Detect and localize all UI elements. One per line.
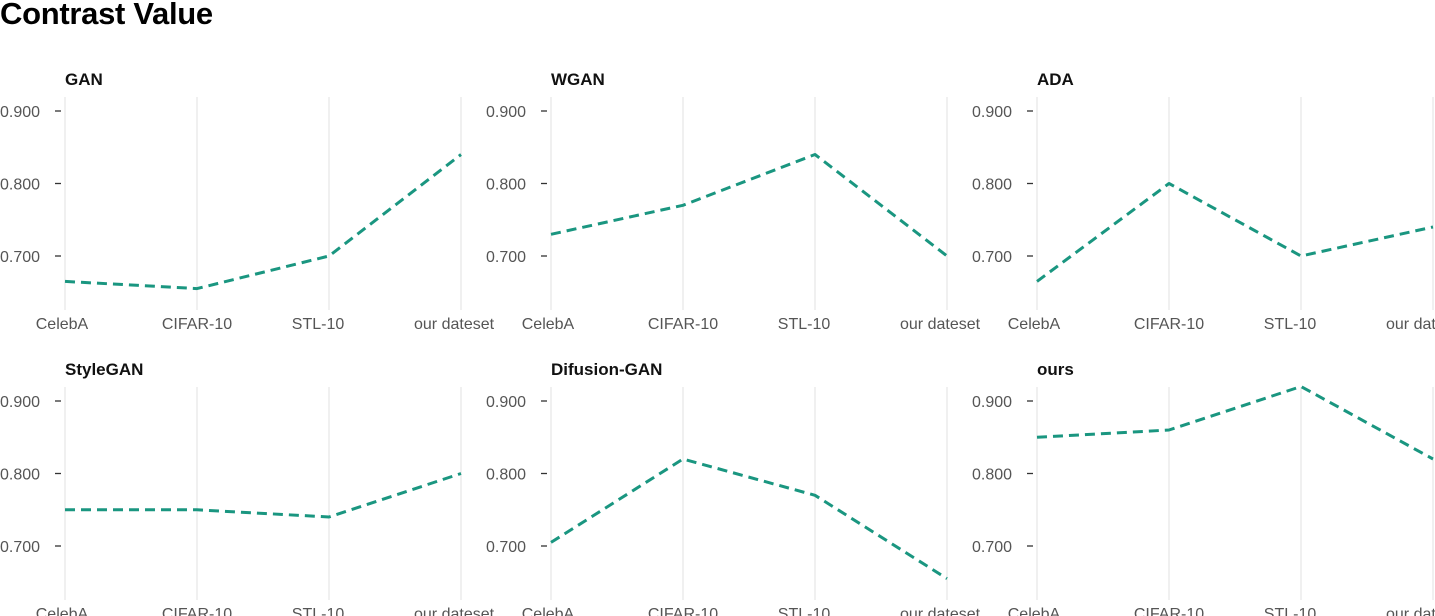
x-tick-label: our dateset <box>900 316 981 333</box>
x-tick-label: our dateset <box>900 606 981 616</box>
y-tick-label: 0.700 <box>972 539 1012 556</box>
panel-title: Difusion-GAN <box>551 360 662 379</box>
y-tick-label: 0.900 <box>972 394 1012 411</box>
x-tick-label: STL-10 <box>778 606 831 616</box>
y-tick-label: 0.900 <box>486 104 526 121</box>
chart-panel: ours 0.900 0.800 0.700 CelebA CIFAR-10 STL-10 o… <box>972 360 1435 616</box>
chart-panel: StyleGAN 0.900 0.800 0.700 CelebA CIFAR-10 STL… <box>0 360 495 616</box>
chart-panel: GAN 0.900 0.800 0.700 CelebA CIFAR-10 STL-10 ou… <box>0 70 495 333</box>
y-tick-label: 0.700 <box>486 539 526 556</box>
y-tick-label: 0.700 <box>0 249 40 266</box>
y-tick-label: 0.800 <box>0 467 40 484</box>
x-tick-label: our dateset <box>414 606 495 616</box>
x-tick-label: CIFAR-10 <box>648 316 718 333</box>
x-tick-label: STL-10 <box>1264 316 1317 333</box>
x-tick-label: CIFAR-10 <box>1134 606 1204 616</box>
x-tick-label: CelebA <box>522 606 575 616</box>
x-tick-label: CelebA <box>1008 606 1061 616</box>
x-tick-label: STL-10 <box>1264 606 1317 616</box>
panel-title: GAN <box>65 70 103 89</box>
x-tick-label: CIFAR-10 <box>648 606 718 616</box>
y-tick-label: 0.700 <box>0 539 40 556</box>
series-line <box>550 153 948 258</box>
x-tick-label: STL-10 <box>292 606 345 616</box>
y-tick-label: 0.900 <box>0 394 40 411</box>
x-tick-label: our dateset <box>414 316 495 333</box>
y-tick-label: 0.900 <box>972 104 1012 121</box>
x-tick-label: our dateset <box>1386 316 1435 333</box>
y-tick-label: 0.700 <box>486 249 526 266</box>
y-tick-label: 0.800 <box>0 177 40 194</box>
series-line <box>64 153 462 291</box>
chart-panel: ADA 0.900 0.800 0.700 CelebA CIFAR-10 STL-10 ou… <box>972 70 1435 333</box>
x-tick-label: CelebA <box>36 606 89 616</box>
x-tick-label: STL-10 <box>292 316 345 333</box>
chart-panel: Difusion-GAN 0.900 0.800 0.700 CelebA CIFAR-1… <box>486 360 981 616</box>
page-title: Contrast Value <box>0 0 213 31</box>
x-tick-label: CelebA <box>1008 316 1061 333</box>
y-tick-label: 0.800 <box>972 467 1012 484</box>
y-tick-label: 0.800 <box>486 467 526 484</box>
x-tick-label: CIFAR-10 <box>1134 316 1204 333</box>
x-tick-label: CIFAR-10 <box>162 316 232 333</box>
panel-title: ours <box>1037 360 1074 379</box>
panel-title: StyleGAN <box>65 360 143 379</box>
y-tick-label: 0.900 <box>0 104 40 121</box>
y-tick-label: 0.800 <box>486 177 526 194</box>
x-tick-label: CelebA <box>522 316 575 333</box>
panel-title: WGAN <box>551 70 605 89</box>
x-tick-label: STL-10 <box>778 316 831 333</box>
x-tick-label: CelebA <box>36 316 89 333</box>
series-line <box>1036 182 1434 283</box>
series-line <box>1036 385 1434 461</box>
y-tick-label: 0.900 <box>486 394 526 411</box>
y-tick-label: 0.800 <box>972 177 1012 194</box>
panel-title: ADA <box>1037 70 1074 89</box>
y-tick-label: 0.700 <box>972 249 1012 266</box>
series-line <box>550 457 948 580</box>
x-tick-label: our dateset <box>1386 606 1435 616</box>
series-line <box>65 472 462 519</box>
chart-panel: WGAN 0.900 0.800 0.700 CelebA CIFAR-10 STL-10 o… <box>486 70 981 333</box>
x-tick-label: CIFAR-10 <box>162 606 232 616</box>
